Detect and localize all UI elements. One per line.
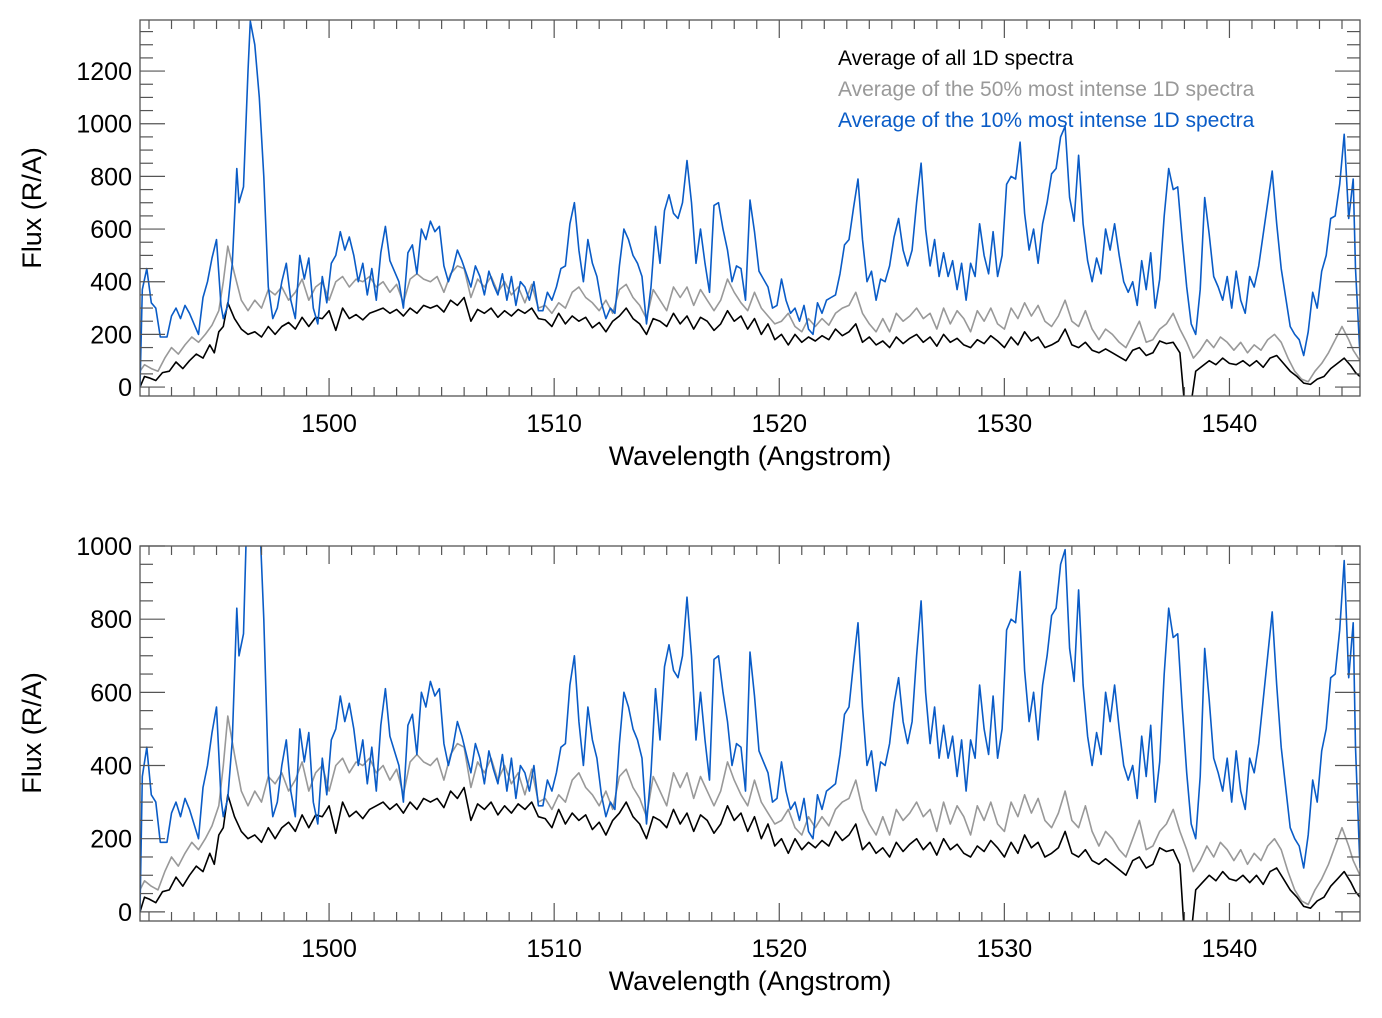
y-tick-label: 400	[90, 753, 132, 781]
y-tick-label: 0	[118, 374, 132, 402]
y-tick-label: 1000	[76, 533, 132, 561]
y-tick-label: 600	[90, 679, 132, 707]
legend-entry-10pct: Average of the 10% most intense 1D spect…	[838, 109, 1255, 132]
y-tick-label: 400	[90, 269, 132, 297]
x-tick-label: 1530	[977, 410, 1033, 438]
x-axis-title-top: Wavelength (Angstrom)	[609, 441, 892, 471]
legend-entry-50pct: Average of the 50% most intense 1D spect…	[838, 78, 1255, 101]
x-tick-label: 1500	[301, 410, 357, 438]
tick-labels-bottom: 1500 1510 1520 1530 1540 0 200 400 600 800 1000	[76, 533, 1257, 963]
y-axis-title-bottom: Flux (R/A)	[17, 672, 47, 794]
y-tick-label: 600	[90, 216, 132, 244]
legend: Average of all 1D spectra Average of the…	[838, 47, 1255, 132]
series-line-10pct	[140, 546, 1360, 912]
tick-labels-top: 1500 1510 1520 1530 1540 0 200 400 600 800 1000 120…	[76, 58, 1257, 438]
x-tick-label: 1540	[1202, 410, 1258, 438]
y-tick-label: 800	[90, 606, 132, 634]
x-tick-label: 1540	[1202, 935, 1258, 963]
panel-bottom: 1500 1510 1520 1530 1540 0 200 400 600 800 1000 Wa…	[17, 533, 1361, 996]
series-line-50pct	[140, 715, 1360, 906]
series-line-50pct	[140, 245, 1360, 383]
x-tick-label: 1520	[751, 935, 807, 963]
x-axis-title-bottom: Wavelength (Angstrom)	[609, 966, 892, 996]
y-tick-label: 200	[90, 826, 132, 854]
y-tick-label: 800	[90, 163, 132, 191]
panel-top: 1500 1510 1520 1530 1540 0 200 400 600 800 1000 120…	[17, 19, 1361, 471]
y-tick-label: 0	[118, 899, 132, 927]
series-line-10pct	[140, 20, 1360, 388]
ticks-bottom	[140, 545, 1360, 921]
series-line-all	[140, 786, 1360, 921]
series-line-all	[140, 296, 1360, 396]
ticks-top	[140, 20, 1360, 396]
y-tick-label: 1200	[76, 58, 132, 86]
axes-frame-top	[139, 19, 1361, 397]
y-axis-title-top: Flux (R/A)	[17, 147, 47, 269]
x-tick-label: 1510	[526, 935, 582, 963]
x-tick-label: 1510	[526, 410, 582, 438]
y-tick-label: 1000	[76, 111, 132, 139]
y-tick-label: 200	[90, 321, 132, 349]
x-tick-label: 1500	[301, 935, 357, 963]
x-tick-label: 1530	[977, 935, 1033, 963]
series-lines-bottom	[140, 546, 1360, 921]
x-tick-label: 1520	[751, 410, 807, 438]
legend-entry-all: Average of all 1D spectra	[838, 47, 1074, 70]
series-lines-top	[140, 20, 1360, 396]
axes-frame-bottom	[139, 545, 1361, 922]
